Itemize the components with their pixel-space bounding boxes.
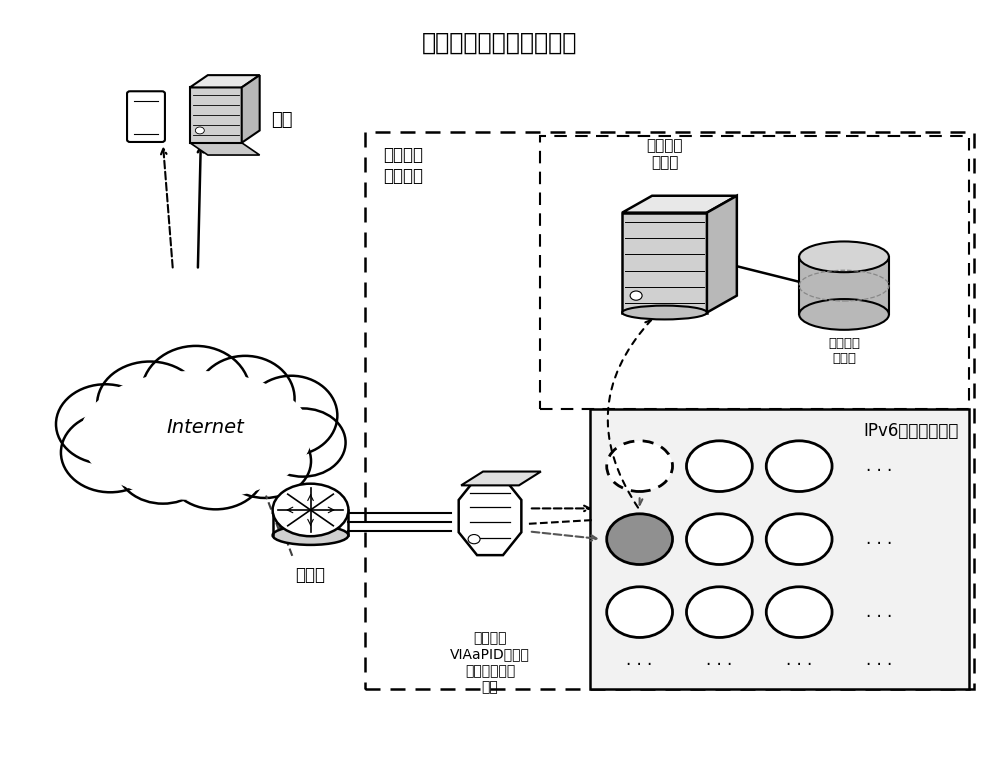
Circle shape: [607, 513, 673, 564]
Polygon shape: [461, 472, 541, 486]
Ellipse shape: [622, 305, 707, 319]
Polygon shape: [622, 196, 737, 213]
Ellipse shape: [273, 526, 348, 545]
Polygon shape: [707, 196, 737, 312]
Circle shape: [766, 441, 832, 492]
Circle shape: [686, 587, 752, 638]
Circle shape: [607, 441, 673, 492]
FancyBboxPatch shape: [365, 132, 974, 689]
Text: . . .: . . .: [866, 530, 892, 548]
Circle shape: [686, 441, 752, 492]
Ellipse shape: [196, 356, 295, 441]
Ellipse shape: [61, 412, 160, 492]
Text: 用户追溯产品信息的过程: 用户追溯产品信息的过程: [422, 31, 578, 55]
Polygon shape: [190, 143, 260, 155]
Ellipse shape: [219, 424, 311, 498]
Polygon shape: [190, 75, 260, 87]
Circle shape: [766, 587, 832, 638]
Text: . . .: . . .: [706, 651, 733, 668]
Text: . . .: . . .: [866, 457, 892, 475]
Circle shape: [630, 291, 642, 300]
FancyBboxPatch shape: [190, 87, 242, 143]
Text: IPv6虚拟通信对象: IPv6虚拟通信对象: [863, 423, 959, 440]
Ellipse shape: [260, 409, 346, 476]
Text: 路由器: 路由器: [296, 566, 326, 584]
Text: 产品制造
企业内网: 产品制造 企业内网: [383, 146, 423, 184]
Text: . . .: . . .: [786, 651, 812, 668]
Circle shape: [195, 127, 204, 134]
Text: Internet: Internet: [167, 418, 245, 437]
Ellipse shape: [97, 362, 202, 447]
Ellipse shape: [81, 372, 311, 500]
Text: 产品信息
VIAaPID虚拟通
信对象管理服
务器: 产品信息 VIAaPID虚拟通 信对象管理服 务器: [450, 631, 530, 694]
FancyBboxPatch shape: [127, 91, 165, 142]
Polygon shape: [799, 257, 889, 315]
Ellipse shape: [799, 299, 889, 330]
FancyBboxPatch shape: [590, 409, 969, 689]
Text: 用户: 用户: [271, 112, 292, 130]
Ellipse shape: [56, 384, 155, 464]
Text: . . .: . . .: [866, 651, 892, 668]
Ellipse shape: [245, 375, 337, 456]
Ellipse shape: [166, 429, 265, 510]
Circle shape: [607, 587, 673, 638]
Text: 产品信息
服务器: 产品信息 服务器: [646, 138, 683, 170]
Ellipse shape: [117, 429, 209, 503]
Ellipse shape: [799, 241, 889, 272]
Circle shape: [766, 513, 832, 564]
Text: . . .: . . .: [626, 651, 653, 668]
Ellipse shape: [273, 483, 348, 536]
Circle shape: [468, 534, 480, 544]
Text: . . .: . . .: [866, 603, 892, 621]
FancyBboxPatch shape: [622, 213, 707, 312]
Polygon shape: [242, 75, 260, 143]
FancyBboxPatch shape: [540, 136, 969, 409]
Ellipse shape: [142, 346, 250, 439]
Text: 产品信息
数据库: 产品信息 数据库: [828, 338, 860, 365]
Polygon shape: [459, 477, 521, 555]
Circle shape: [686, 513, 752, 564]
